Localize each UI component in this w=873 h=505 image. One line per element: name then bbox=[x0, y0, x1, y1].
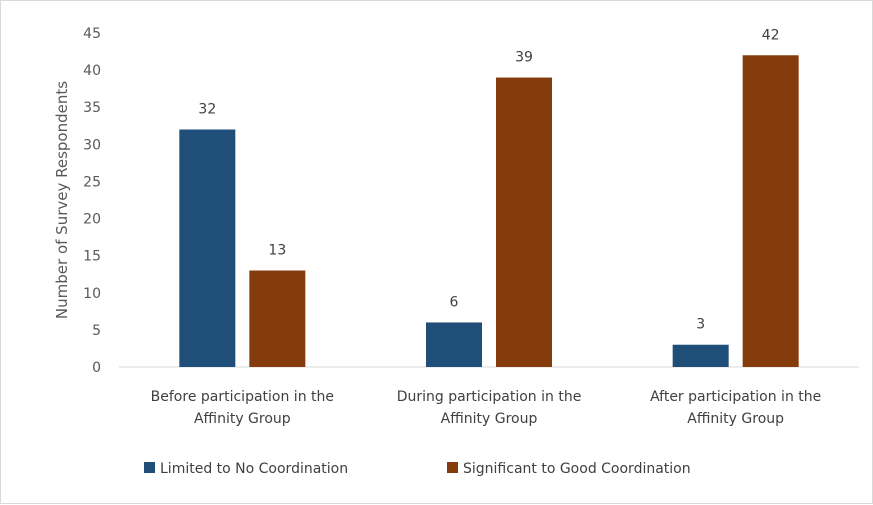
bar bbox=[426, 322, 482, 367]
legend-label: Limited to No Coordination bbox=[160, 461, 348, 477]
data-label: 6 bbox=[450, 294, 459, 310]
y-axis-ticks: 0 5 10 15 20 25 30 35 40 45 bbox=[83, 26, 101, 376]
data-label: 39 bbox=[515, 50, 533, 66]
legend-swatch bbox=[144, 462, 155, 473]
y-tick-label: 15 bbox=[83, 249, 101, 265]
legend-swatch bbox=[447, 462, 458, 473]
category-labels: Before participation in the Affinity Grou… bbox=[151, 389, 822, 427]
bar bbox=[496, 77, 552, 368]
bar bbox=[742, 55, 799, 368]
y-tick-label: 5 bbox=[92, 323, 101, 339]
legend: Limited to No Coordination Significant to… bbox=[144, 461, 691, 477]
category-label: After participation in the Affinity Group bbox=[650, 389, 821, 427]
bar bbox=[179, 129, 236, 367]
data-label: 42 bbox=[762, 27, 780, 43]
y-tick-label: 25 bbox=[83, 174, 101, 190]
bar bbox=[672, 344, 729, 367]
y-tick-label: 45 bbox=[83, 26, 101, 42]
y-tick-label: 20 bbox=[83, 212, 101, 228]
y-tick-label: 40 bbox=[83, 63, 101, 79]
y-axis-label: Number of Survey Respondents bbox=[53, 81, 71, 319]
y-tick-label: 30 bbox=[83, 137, 101, 153]
bars bbox=[179, 55, 799, 368]
y-tick-label: 10 bbox=[83, 286, 101, 302]
category-label: During participation in the Affinity Grou… bbox=[397, 389, 582, 427]
bar bbox=[249, 270, 306, 367]
data-label: 13 bbox=[268, 243, 286, 259]
data-label: 3 bbox=[696, 317, 705, 333]
y-tick-label: 0 bbox=[92, 360, 101, 376]
legend-label: Significant to Good Coordination bbox=[463, 461, 691, 477]
category-label: Before participation in the Affinity Grou… bbox=[151, 389, 334, 427]
y-tick-label: 35 bbox=[83, 100, 101, 116]
data-labels: 32 13 6 39 3 42 bbox=[198, 27, 779, 332]
data-label: 32 bbox=[198, 101, 216, 117]
